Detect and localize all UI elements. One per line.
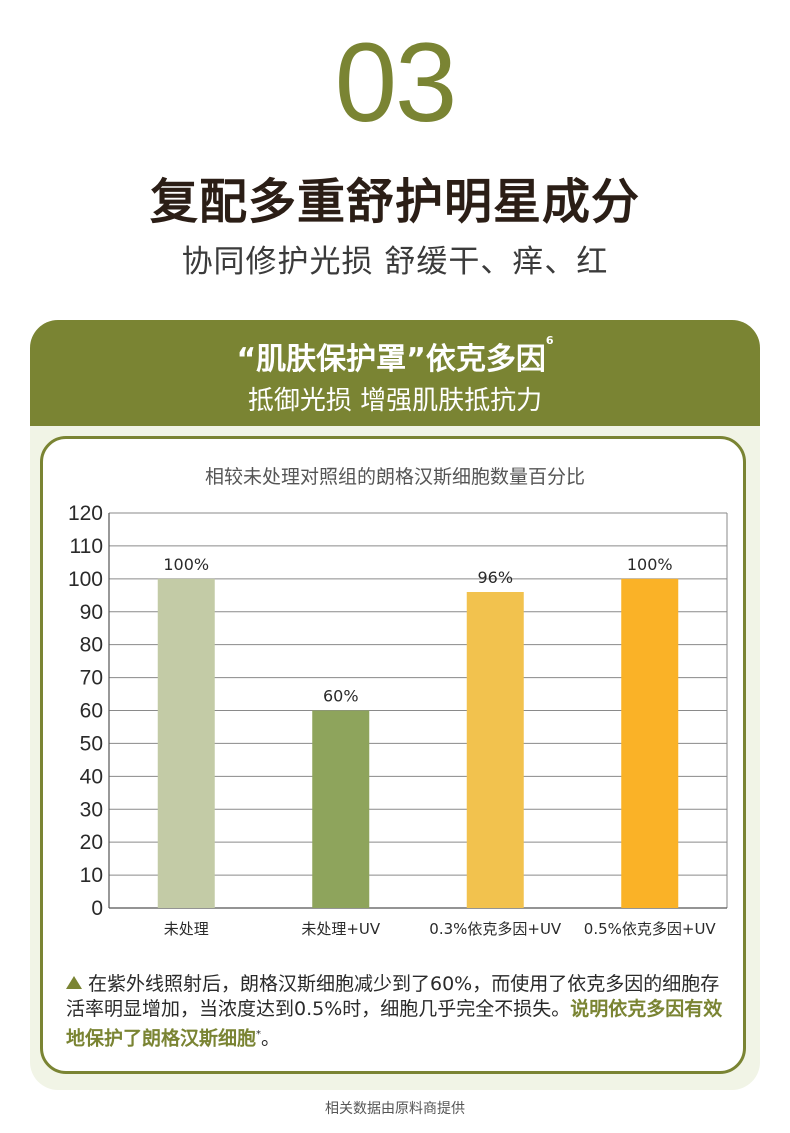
note-footnote-mark: * [256,1029,262,1040]
y-tick-label: 90 [80,601,103,624]
bar [621,578,679,908]
bar [466,592,524,908]
section-number: 03 [334,20,458,145]
y-tick-label: 0 [91,897,103,920]
data-label: 100% [163,555,209,574]
ingredient-title: “肌肤保护罩”依克多因6 [30,334,760,378]
y-tick-label: 40 [80,765,103,788]
y-tick-label: 60 [80,700,103,723]
note-text: 在紫外线照射后，朗格汉斯细胞减少到了60%，而使用了依克多因的细胞存活率明显增加… [66,973,720,1020]
triangle-bullet-icon [66,976,82,989]
y-tick-label: 30 [80,798,103,821]
chart-note: 在紫外线照射后，朗格汉斯细胞减少到了60%，而使用了依克多因的细胞存活率明显增加… [66,972,731,1051]
y-tick-label: 100 [68,568,103,591]
note-end: 。 [261,1027,281,1050]
page-subtitle: 协同修护光损 舒缓干、痒、红 [181,244,609,280]
y-tick-label: 120 [68,502,103,525]
data-label: 100% [627,555,673,574]
y-tick-label: 10 [80,864,103,887]
card-header-band: “肌肤保护罩”依克多因6 抵御光损 增强肌肤抵抗力 [30,320,760,426]
note-highlight: 说明依克多因有效地保护了朗格汉斯细胞 [66,998,723,1050]
data-source-note: 相关数据由原料商提供 [325,1101,465,1117]
y-tick-label: 80 [80,634,103,657]
bar [157,578,215,908]
ingredient-title-footnote: 6 [545,334,554,347]
page-title: 复配多重舒护明星成分 [149,174,640,230]
y-tick-label: 70 [80,667,103,690]
data-label: 60% [323,687,359,706]
y-tick-label: 20 [80,831,103,854]
x-tick-label: 未处理 [164,920,209,938]
x-tick-label: 未处理+UV [301,920,381,938]
x-tick-label: 0.5%依克多因+UV [584,920,717,938]
bar [312,710,370,908]
y-tick-label: 110 [70,535,103,558]
x-tick-label: 0.3%依克多因+UV [429,920,562,938]
ingredient-title-text: “肌肤保护罩”依克多因 [236,342,546,377]
data-label: 96% [477,568,513,587]
ingredient-subtitle: 抵御光损 增强肌肤抵抗力 [247,386,543,416]
y-tick-label: 50 [80,732,103,755]
chart-title: 相较未处理对照组的朗格汉斯细胞数量百分比 [204,466,585,488]
